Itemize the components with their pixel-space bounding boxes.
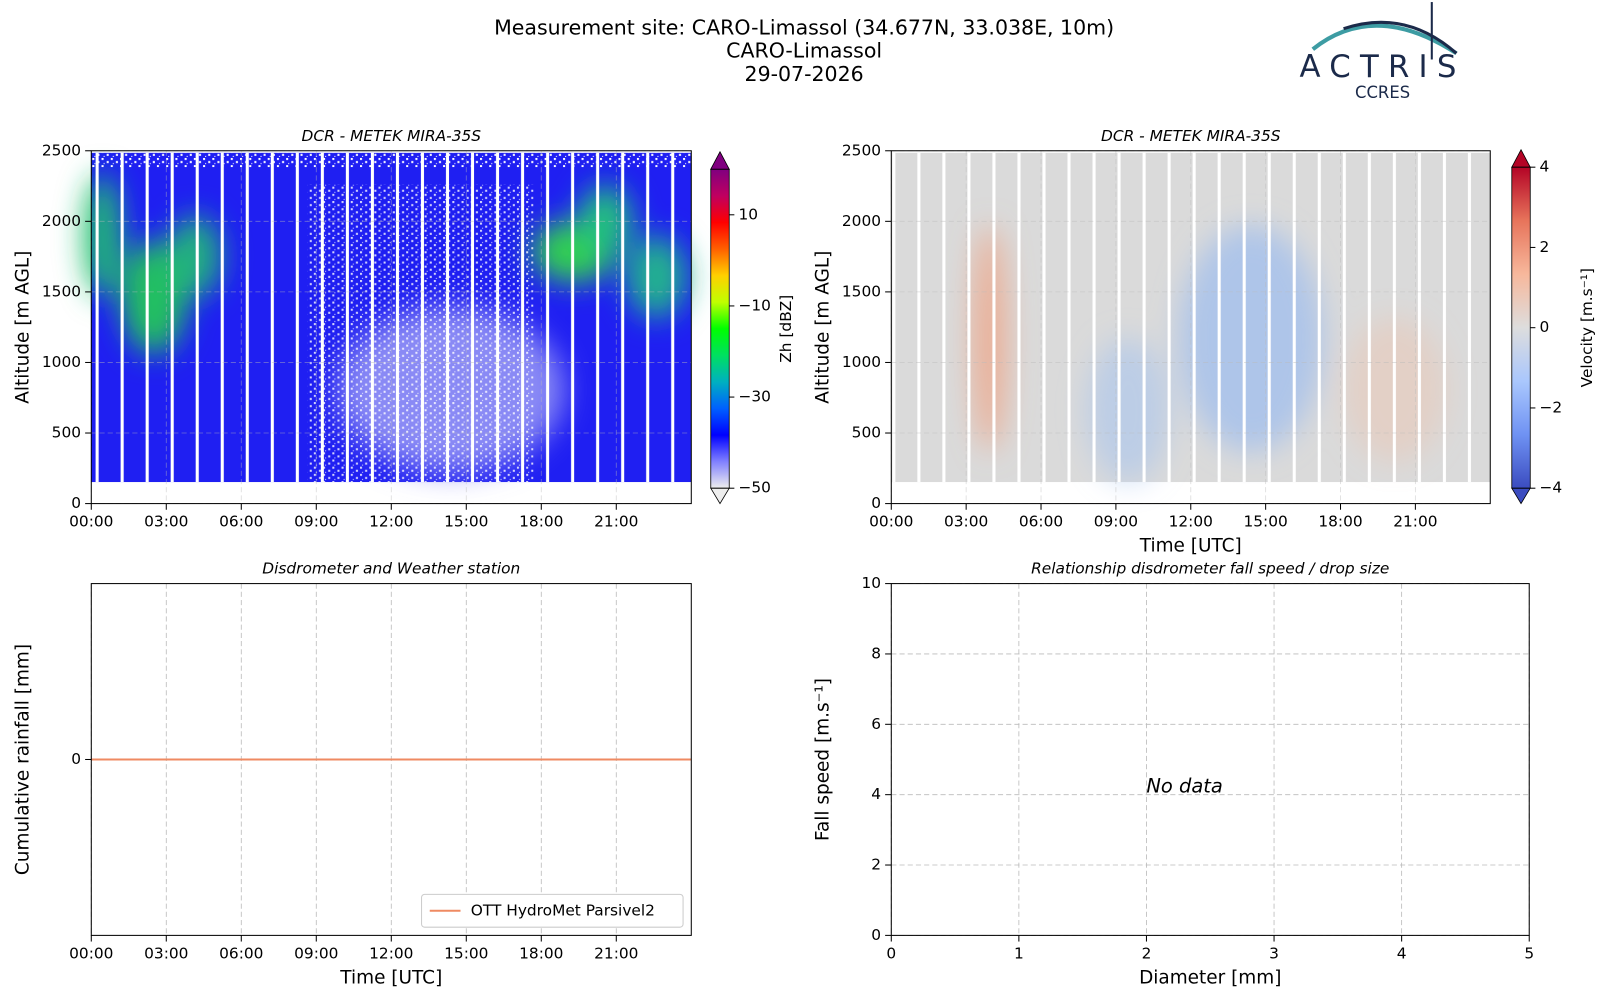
x-tick-label: 5 (1524, 944, 1534, 962)
heatmap-texture (84, 152, 692, 483)
x-tick-label: 09:00 (294, 513, 338, 531)
x-tick-label: 09:00 (294, 944, 338, 962)
colorbar-label: Zh [dBZ] (777, 295, 795, 363)
y-tick-label: 0 (871, 494, 881, 512)
x-tick-label: 12:00 (1169, 513, 1213, 531)
y-tick-label: 0 (71, 750, 81, 768)
x-tick-label: 15:00 (444, 944, 488, 962)
y-tick-label: 8 (871, 644, 881, 662)
y-tick-label: 2 (871, 856, 881, 874)
texture-gaps (887, 152, 1487, 483)
y-tick-label: 1000 (842, 353, 881, 371)
y-tick-label: 1500 (42, 282, 81, 300)
x-tick-label: 06:00 (219, 513, 263, 531)
x-tick-label: 21:00 (1393, 513, 1437, 531)
legend-label: OTT HydroMet Parsivel2 (471, 901, 655, 919)
x-tick-label: 21:00 (594, 944, 638, 962)
x-tick-label: 00:00 (69, 513, 113, 531)
y-tick-label: 2500 (42, 141, 81, 159)
legend-box (421, 893, 684, 928)
x-axis-label: Time [UTC] (1139, 536, 1242, 557)
x-tick-label: 0 (886, 944, 896, 962)
x-tick-label: 00:00 (869, 513, 913, 531)
annotation: No data (1146, 775, 1223, 798)
x-tick-label: 18:00 (1318, 513, 1362, 531)
logo: ACTRIS CCRES (1300, 2, 1466, 102)
colorbar-frame (710, 168, 730, 489)
colorbar-tick-label: −4 (1539, 479, 1562, 497)
plot-area (891, 583, 1530, 936)
chart-title: DCR - METEK MIRA-35S (302, 127, 482, 145)
header-title: Measurement site: CARO-Limassol (34.677N… (494, 16, 1114, 40)
x-tick-label: 1 (1014, 944, 1024, 962)
logo-name: ACTRIS (1300, 49, 1466, 85)
colorbar (1511, 167, 1531, 489)
y-tick-label: 0 (871, 926, 881, 944)
y-tick-label: 2500 (842, 141, 881, 159)
y-tick-label: 10 (861, 574, 881, 592)
x-tick-label: 15:00 (1243, 513, 1287, 531)
colorbar-tick-label: −30 (738, 388, 770, 406)
colorbar-tick-label: 10 (738, 205, 758, 223)
x-tick-label: 12:00 (369, 513, 413, 531)
chart-title: Relationship disdrometer fall speed / dr… (1031, 560, 1389, 578)
x-tick-label: 4 (1397, 944, 1407, 962)
x-axis-label: Diameter [mm] (1139, 967, 1281, 988)
y-tick-label: 6 (871, 715, 881, 733)
y-axis-label: Altitude [m AGL] (813, 251, 834, 404)
y-tick-label: 1500 (842, 282, 881, 300)
y-tick-label: 4 (871, 785, 881, 803)
x-tick-label: 12:00 (369, 944, 413, 962)
x-tick-label: 15:00 (444, 513, 488, 531)
plot-frame (890, 150, 1491, 505)
y-tick-label: 2000 (842, 212, 881, 230)
x-tick-label: 18:00 (519, 944, 563, 962)
x-tick-label: 06:00 (219, 944, 263, 962)
x-tick-label: 21:00 (594, 513, 638, 531)
colorbar-label: Velocity [m.s⁻¹] (1578, 268, 1596, 387)
chart-title: DCR - METEK MIRA-35S (1101, 127, 1281, 145)
y-tick-label: 0 (71, 494, 81, 512)
header-date: 29-07-2026 (745, 62, 864, 86)
y-tick-label: 2000 (42, 212, 81, 230)
colorbar-tick-label: 4 (1539, 158, 1549, 176)
x-tick-label: 03:00 (144, 513, 188, 531)
y-axis-label: Altitude [m AGL] (13, 251, 34, 404)
chart-title: Disdrometer and Weather station (262, 560, 520, 578)
colorbar-tick-label: 2 (1539, 238, 1549, 256)
logo-arc (1343, 20, 1458, 55)
plot-frame (90, 150, 692, 505)
logo-subtitle: CCRES (1355, 83, 1410, 102)
y-tick-label: 1000 (42, 353, 81, 371)
header-site: CARO-Limassol (726, 38, 882, 62)
colorbar (710, 169, 730, 489)
colorbar-tick-label: −50 (738, 479, 770, 497)
y-tick-label: 500 (852, 424, 881, 442)
x-tick-label: 06:00 (1019, 513, 1063, 531)
plot-frame (90, 583, 692, 936)
colorbar-tick-label: −10 (738, 296, 770, 314)
x-tick-label: 18:00 (519, 513, 563, 531)
x-tick-label: 2 (1142, 944, 1152, 962)
logo-arc (1311, 23, 1458, 56)
x-tick-label: 3 (1269, 944, 1279, 962)
x-axis-label: Time [UTC] (339, 967, 442, 988)
y-tick-label: 500 (52, 424, 81, 442)
heatmap-texture (887, 152, 1491, 483)
colorbar-tick-label: 0 (1539, 318, 1549, 336)
x-tick-label: 00:00 (69, 944, 113, 962)
y-axis-label: Cumulative rainfall [mm] (13, 644, 34, 875)
y-axis-label: Fall speed [m.s⁻¹] (813, 678, 834, 841)
colorbar-tick-label: −2 (1539, 398, 1562, 416)
plot-frame (890, 583, 1530, 936)
x-tick-label: 09:00 (1094, 513, 1138, 531)
x-tick-label: 03:00 (944, 513, 988, 531)
x-tick-label: 03:00 (144, 944, 188, 962)
